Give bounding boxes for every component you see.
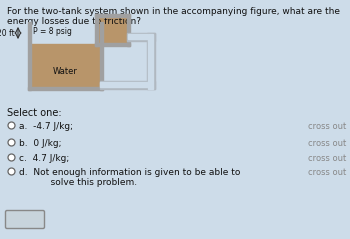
Bar <box>147 33 155 89</box>
Bar <box>128 34 148 39</box>
Text: cross out: cross out <box>308 168 346 177</box>
Bar <box>127 14 130 46</box>
Bar <box>98 17 127 43</box>
Text: 20 ft: 20 ft <box>0 28 15 38</box>
Bar <box>95 43 130 46</box>
Text: Check: Check <box>10 215 40 225</box>
Text: P = 8 psig: P = 8 psig <box>33 27 72 36</box>
Text: a.  -4.7 J/kg;: a. -4.7 J/kg; <box>19 122 73 131</box>
Bar <box>100 81 155 89</box>
Text: cross out: cross out <box>308 154 346 163</box>
Text: Water: Water <box>53 67 78 76</box>
FancyBboxPatch shape <box>6 211 44 228</box>
Circle shape <box>8 122 15 129</box>
Bar <box>28 22 31 90</box>
Bar <box>100 22 103 90</box>
Text: cross out: cross out <box>308 139 346 148</box>
Circle shape <box>8 139 15 146</box>
Text: d.  Not enough information is given to be able to
           solve this problem.: d. Not enough information is given to be… <box>19 168 240 187</box>
Bar <box>95 14 98 46</box>
Circle shape <box>8 168 15 175</box>
Text: c.  4.7 J/kg;: c. 4.7 J/kg; <box>19 154 69 163</box>
Bar <box>127 33 155 41</box>
Bar <box>95 14 130 17</box>
Text: cross out: cross out <box>308 122 346 131</box>
Bar <box>28 87 103 90</box>
Text: Select one:: Select one: <box>7 108 62 118</box>
Text: For the two-tank system shown in the accompanying figure, what are the energy lo: For the two-tank system shown in the acc… <box>7 7 340 26</box>
Bar <box>100 82 147 87</box>
Text: b.  0 J/kg;: b. 0 J/kg; <box>19 139 62 148</box>
Bar <box>148 34 153 89</box>
Bar <box>31 44 100 87</box>
Circle shape <box>8 154 15 161</box>
